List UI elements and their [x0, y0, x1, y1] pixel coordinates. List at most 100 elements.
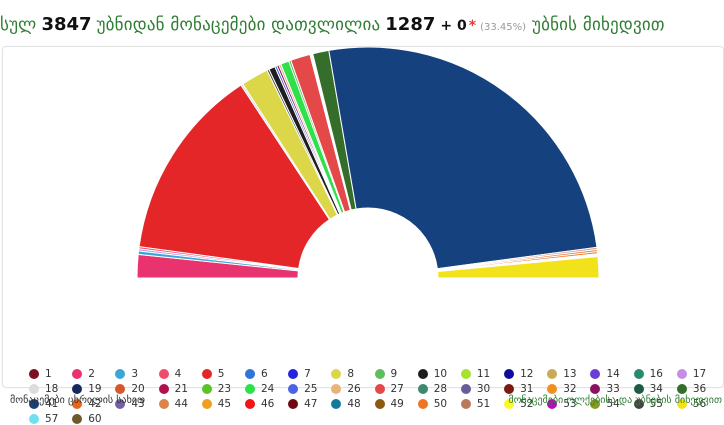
legend-item-8[interactable]: 8: [331, 367, 374, 380]
total-precincts: 3847: [41, 14, 92, 35]
legend-dot-icon: [244, 383, 255, 394]
legend-dot-icon: [676, 383, 687, 394]
legend-item-1[interactable]: 1: [29, 367, 72, 380]
legend-item-24[interactable]: 24: [244, 382, 288, 395]
legend-label: 33: [606, 382, 620, 395]
legend-item-20[interactable]: 20: [115, 382, 158, 395]
districts-precincts-link[interactable]: მონაცემები ოლქებისა და უბნების მიხედვით: [508, 395, 722, 406]
legend-label: 7: [304, 367, 311, 380]
legend-label: 6: [260, 367, 268, 380]
legend-label: 41: [45, 397, 59, 410]
legend-item-19[interactable]: 19: [72, 382, 115, 395]
additional-count: + 0: [440, 18, 467, 34]
legend-item-11[interactable]: 11: [460, 367, 504, 380]
legend-dot-icon: [633, 398, 644, 409]
legend-item-42[interactable]: 42: [72, 397, 115, 410]
legend-item-7[interactable]: 7: [288, 367, 331, 380]
legend-item-27[interactable]: 27: [374, 382, 418, 395]
legend-item-52[interactable]: 52: [504, 397, 547, 410]
chart-slice-56[interactable]: [437, 256, 600, 279]
legend-item-50[interactable]: 50: [417, 397, 461, 410]
legend-dot-icon: [72, 398, 83, 409]
legend-item-25[interactable]: 25: [288, 382, 331, 395]
legend-item-3[interactable]: 3: [115, 367, 158, 380]
legend-label: 44: [174, 397, 188, 410]
legend-label: 20: [131, 382, 145, 395]
legend-item-53[interactable]: 53: [547, 397, 590, 410]
legend-label: 23: [217, 382, 232, 395]
legend-dot-icon: [201, 383, 212, 394]
chart-slice-5[interactable]: [138, 84, 331, 270]
legend-label: 32: [563, 382, 577, 395]
legend-label: 47: [304, 397, 318, 410]
legend-item-30[interactable]: 30: [460, 382, 504, 395]
legend-item-56[interactable]: 56: [676, 397, 720, 410]
legend-dot-icon: [547, 398, 558, 409]
legend-item-2[interactable]: 2: [72, 367, 115, 380]
footnote-star: *: [468, 18, 477, 34]
legend-label: 42: [88, 397, 102, 410]
legend-label: 1: [45, 367, 52, 380]
legend-item-4[interactable]: 4: [158, 367, 202, 380]
legend-item-34[interactable]: 34: [633, 382, 677, 395]
legend-item-17[interactable]: 17: [676, 367, 720, 380]
legend-dot-icon: [331, 383, 342, 394]
legend-item-45[interactable]: 45: [201, 397, 245, 410]
legend-item-28[interactable]: 28: [417, 382, 461, 395]
legend-label: 9: [390, 367, 398, 380]
table-view-link[interactable]: მონაცემები ცხრილის სახით: [10, 395, 146, 406]
legend-label: 14: [606, 367, 620, 380]
legend-item-48[interactable]: 48: [331, 397, 374, 410]
legend-item-36[interactable]: 36: [676, 382, 720, 395]
legend-item-32[interactable]: 32: [547, 382, 590, 395]
legend-item-31[interactable]: 31: [504, 382, 547, 395]
legend-item-21[interactable]: 21: [158, 382, 202, 395]
legend-dot-icon: [633, 383, 644, 394]
legend-dot-icon: [547, 368, 558, 379]
chart-slice-41[interactable]: [328, 47, 598, 270]
legend-label: 17: [692, 367, 707, 380]
legend-dot-icon: [633, 368, 644, 379]
legend-dot-icon: [244, 398, 255, 409]
legend-dot-icon: [29, 398, 39, 409]
legend-dot-icon: [115, 368, 126, 379]
legend-item-16[interactable]: 16: [633, 367, 677, 380]
legend-item-44[interactable]: 44: [158, 397, 202, 410]
legend-item-13[interactable]: 13: [547, 367, 590, 380]
legend-item-23[interactable]: 23: [201, 382, 245, 395]
legend-dot-icon: [374, 398, 385, 409]
legend-item-9[interactable]: 9: [374, 367, 418, 380]
legend-item-46[interactable]: 46: [244, 397, 288, 410]
legend-label: 26: [347, 382, 361, 395]
legend-item-41[interactable]: 41: [29, 397, 72, 410]
legend-label: 49: [390, 397, 404, 410]
legend-label: 11: [476, 367, 491, 380]
legend-item-10[interactable]: 10: [417, 367, 461, 380]
legend-item-51[interactable]: 51: [460, 397, 504, 410]
legend-item-26[interactable]: 26: [331, 382, 374, 395]
semi-donut-chart: [136, 47, 600, 279]
legend-dot-icon: [158, 383, 169, 394]
legend-item-47[interactable]: 47: [288, 397, 331, 410]
legend-dot-icon: [504, 383, 515, 394]
legend-item-14[interactable]: 14: [590, 367, 633, 380]
legend-item-54[interactable]: 54: [590, 397, 633, 410]
legend-label: 31: [520, 382, 534, 395]
legend-label: 13: [563, 367, 577, 380]
legend-label: 28: [433, 382, 448, 395]
legend-item-49[interactable]: 49: [374, 397, 418, 410]
legend-item-33[interactable]: 33: [590, 382, 633, 395]
legend-dot-icon: [158, 398, 169, 409]
legend-item-12[interactable]: 12: [504, 367, 547, 380]
legend-item-6[interactable]: 6: [244, 367, 288, 380]
legend-label: 43: [131, 397, 145, 410]
legend-item-55[interactable]: 55: [633, 397, 677, 410]
legend-dot-icon: [331, 398, 342, 409]
legend-dot-icon: [676, 368, 687, 379]
legend-dot-icon: [331, 368, 342, 379]
legend-item-18[interactable]: 18: [29, 382, 72, 395]
legend-item-5[interactable]: 5: [201, 367, 245, 380]
legend-item-43[interactable]: 43: [115, 397, 158, 410]
legend-dot-icon: [590, 398, 601, 409]
legend-label: 24: [260, 382, 275, 395]
